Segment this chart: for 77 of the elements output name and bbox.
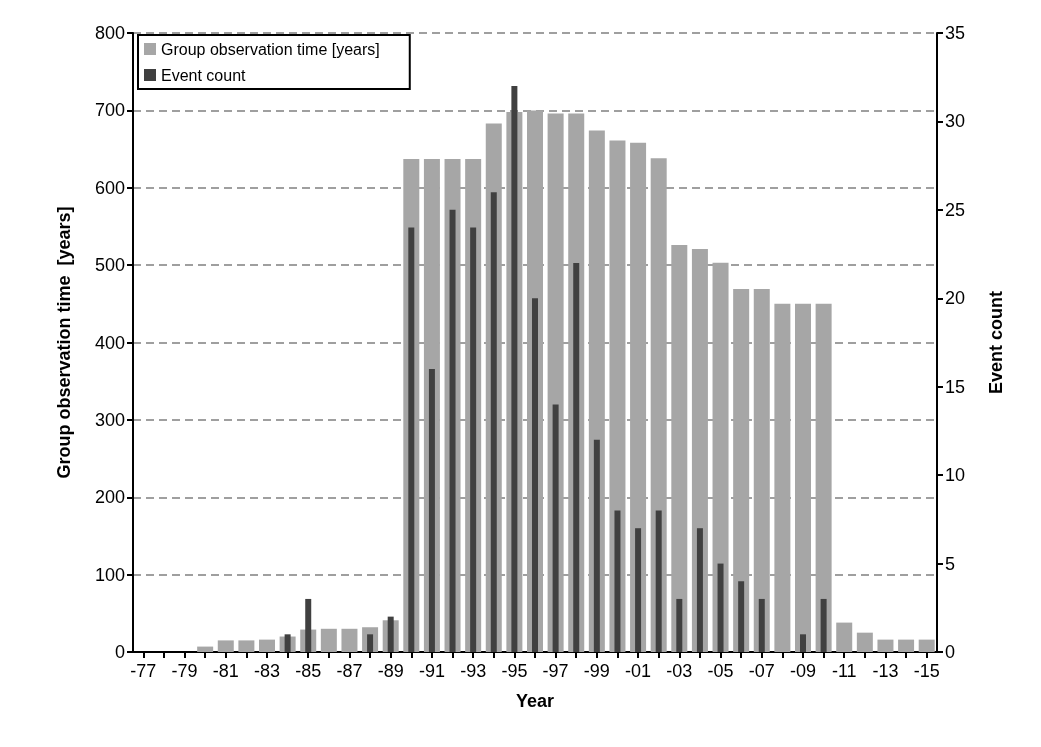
x-tick-label: -97 [542, 661, 569, 681]
bar [593, 439, 600, 652]
bar [717, 563, 724, 652]
x-tick-label: -01 [625, 661, 652, 681]
x-tick-label: -93 [460, 661, 487, 681]
legend-label: Event count [161, 66, 247, 84]
bar [635, 528, 642, 652]
bar [800, 634, 806, 652]
y2-axis-title: Event count [986, 290, 1006, 395]
bar [898, 639, 915, 652]
bar [552, 404, 559, 652]
bar [217, 640, 234, 652]
x-tick-label: -15 [913, 661, 940, 681]
bar [367, 634, 374, 652]
bar [696, 528, 703, 652]
x-tick-label: -83 [253, 661, 281, 681]
bar [238, 640, 255, 652]
bar [655, 510, 662, 652]
x-axis-title: Year [515, 691, 555, 711]
bar [341, 628, 358, 652]
bar [795, 303, 811, 652]
y2-tick-label: 20 [945, 288, 966, 309]
bar [671, 245, 688, 652]
y2-tick-label: 30 [945, 111, 966, 132]
bar [630, 142, 647, 652]
bar [738, 581, 745, 652]
bar [428, 369, 435, 652]
x-tick-label: -13 [872, 661, 899, 681]
y2-tick-label: 15 [945, 376, 966, 397]
bar [712, 262, 729, 652]
bar [197, 646, 214, 652]
y-tick-label: 200 [94, 487, 125, 508]
bar [815, 303, 832, 652]
x-tick-label: -09 [789, 661, 817, 681]
y2-tick-label: 35 [945, 23, 966, 43]
bar [820, 598, 827, 652]
bar [676, 598, 683, 652]
y-tick-label: 700 [94, 100, 125, 121]
x-tick-label: -81 [212, 661, 239, 681]
y2-tick-label: 0 [945, 642, 956, 662]
y-tick-label: 400 [94, 332, 125, 353]
x-tick-label: -91 [418, 661, 445, 681]
bar [320, 628, 337, 652]
x-tick-label: -85 [295, 661, 322, 681]
legend-label: Group observation time [years] [161, 40, 380, 58]
bar [532, 298, 538, 652]
bar [758, 598, 765, 652]
bar [877, 639, 894, 652]
x-tick-label: -89 [377, 661, 404, 681]
x-tick-label: -95 [501, 661, 528, 681]
y-tick-label: 500 [94, 255, 125, 276]
y-tick-label: 800 [94, 23, 125, 43]
bar [259, 639, 275, 652]
x-tick-label: -77 [130, 661, 157, 681]
y-tick-label: 100 [94, 564, 125, 585]
x-tick-label: -99 [583, 661, 610, 681]
x-tick-label: -07 [748, 661, 775, 681]
y-tick-label: 300 [94, 409, 125, 430]
y-tick-label: 0 [114, 642, 125, 662]
x-tick-label: -03 [666, 661, 693, 681]
bar [733, 289, 750, 652]
bar [774, 303, 791, 652]
bar [918, 639, 935, 652]
x-tick-label: -11 [831, 661, 857, 681]
x-tick-label: -79 [171, 661, 198, 681]
y2-tick-label: 25 [945, 199, 966, 220]
bar [836, 622, 853, 652]
x-tick-label: -05 [707, 661, 734, 681]
y2-tick-label: 5 [945, 553, 956, 574]
x-tick-label: -87 [336, 661, 363, 681]
bar [573, 262, 580, 652]
bar [614, 510, 621, 652]
y-tick-label: 600 [94, 177, 125, 198]
y2-tick-label: 10 [945, 465, 966, 486]
bar [753, 289, 770, 652]
bar [856, 632, 873, 652]
y-axis-title: Group observation time [years] [54, 206, 74, 479]
